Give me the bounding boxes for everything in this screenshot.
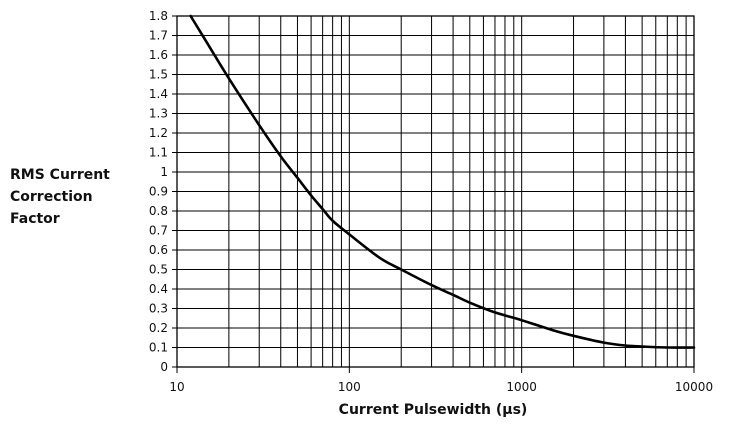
x-tick-label: 10000 <box>675 380 713 394</box>
y-tick-label: 0.8 <box>149 204 168 218</box>
x-tick-label: 1000 <box>506 380 537 394</box>
y-tick-label: 1.7 <box>149 29 168 43</box>
y-tick-label: 0.3 <box>149 302 168 316</box>
y-axis: 0 0.1 0.2 0.3 0.4 0.5 0.6 0.7 0.8 0.9 1 1.1 1.2 1.3 1.… <box>149 9 177 374</box>
y-tick-label: 1.2 <box>149 126 168 140</box>
y-tick-label: 1.8 <box>149 9 168 23</box>
y-tick-label: 0.4 <box>149 282 168 296</box>
y-tick-label: 0.7 <box>149 224 168 238</box>
grid <box>176 15 695 368</box>
y-tick-label: 1.1 <box>149 146 168 160</box>
y-tick-label: 0.2 <box>149 321 168 335</box>
y-axis-label-line: Correction <box>10 189 93 205</box>
x-axis: 10 100 1000 10000 <box>169 367 713 394</box>
series-line <box>189 14 696 349</box>
y-tick-label: 1.6 <box>149 48 168 62</box>
y-tick-label: 1 <box>160 165 168 179</box>
y-tick-label: 0.6 <box>149 243 168 257</box>
x-tick-label: 10 <box>169 380 184 394</box>
x-axis-label: Current Pulsewidth (µs) <box>338 402 528 418</box>
y-tick-label: 1.5 <box>149 68 168 82</box>
y-axis-label-line: Factor <box>10 211 60 227</box>
y-tick-label: 0.9 <box>149 185 168 199</box>
y-tick-label: 0.1 <box>149 341 168 355</box>
x-tick-label: 100 <box>338 380 361 394</box>
y-axis-label-line: RMS Current <box>10 167 110 183</box>
y-tick-label: 0 <box>160 360 168 374</box>
y-tick-label: 0.5 <box>149 263 168 277</box>
x-axis-label-wrap: Current Pulsewidth (µs) <box>0 402 730 418</box>
y-tick-label: 1.4 <box>149 87 168 101</box>
y-tick-label: 1.3 <box>149 107 168 121</box>
